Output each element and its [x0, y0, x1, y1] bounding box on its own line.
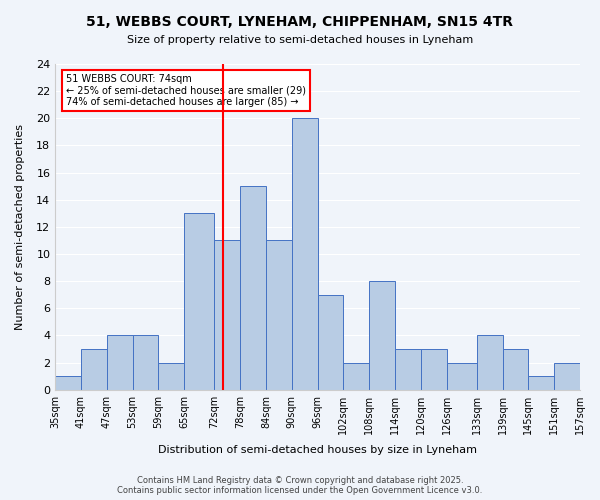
- Bar: [55, 376, 81, 390]
- Bar: [266, 240, 292, 390]
- Text: Size of property relative to semi-detached houses in Lyneham: Size of property relative to semi-detach…: [127, 35, 473, 45]
- Bar: [554, 362, 580, 390]
- Bar: [81, 349, 107, 390]
- Bar: [158, 362, 184, 390]
- Bar: [214, 240, 240, 390]
- Text: 51 WEBBS COURT: 74sqm
← 25% of semi-detached houses are smaller (29)
74% of semi: 51 WEBBS COURT: 74sqm ← 25% of semi-deta…: [66, 74, 306, 107]
- Bar: [343, 362, 369, 390]
- Bar: [317, 294, 343, 390]
- Bar: [421, 349, 446, 390]
- Bar: [395, 349, 421, 390]
- Bar: [477, 336, 503, 390]
- Bar: [184, 214, 214, 390]
- Bar: [107, 336, 133, 390]
- Bar: [292, 118, 317, 390]
- Bar: [529, 376, 554, 390]
- Text: Contains HM Land Registry data © Crown copyright and database right 2025.
Contai: Contains HM Land Registry data © Crown c…: [118, 476, 482, 495]
- Bar: [446, 362, 477, 390]
- X-axis label: Distribution of semi-detached houses by size in Lyneham: Distribution of semi-detached houses by …: [158, 445, 477, 455]
- Y-axis label: Number of semi-detached properties: Number of semi-detached properties: [15, 124, 25, 330]
- Bar: [133, 336, 158, 390]
- Bar: [240, 186, 266, 390]
- Bar: [369, 281, 395, 390]
- Text: 51, WEBBS COURT, LYNEHAM, CHIPPENHAM, SN15 4TR: 51, WEBBS COURT, LYNEHAM, CHIPPENHAM, SN…: [86, 15, 514, 29]
- Bar: [503, 349, 529, 390]
